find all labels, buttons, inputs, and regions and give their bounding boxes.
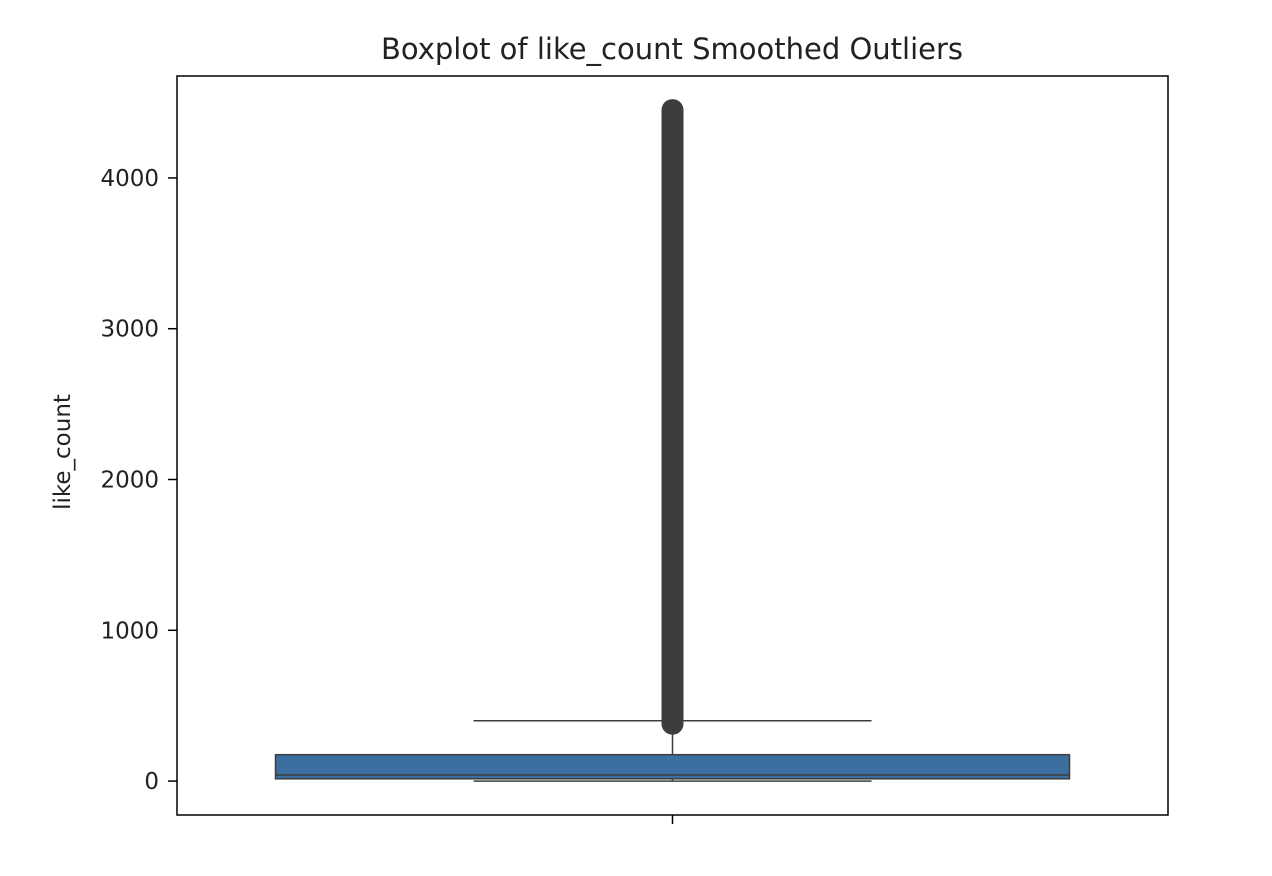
y-tick-label: 0 [144,769,159,795]
chart-title: Boxplot of like_count Smoothed Outliers [381,32,963,66]
y-tick-label: 3000 [100,317,159,343]
y-tick-label: 2000 [100,468,159,494]
y-tick-label: 4000 [100,166,159,192]
outlier-points [661,99,684,735]
plot-area [274,99,1071,782]
outlier-point [661,99,684,122]
y-tick-label: 1000 [100,618,159,644]
y-axis: 0 1000 2000 3000 4000 [100,166,177,795]
y-axis-label: like_count [50,394,76,510]
